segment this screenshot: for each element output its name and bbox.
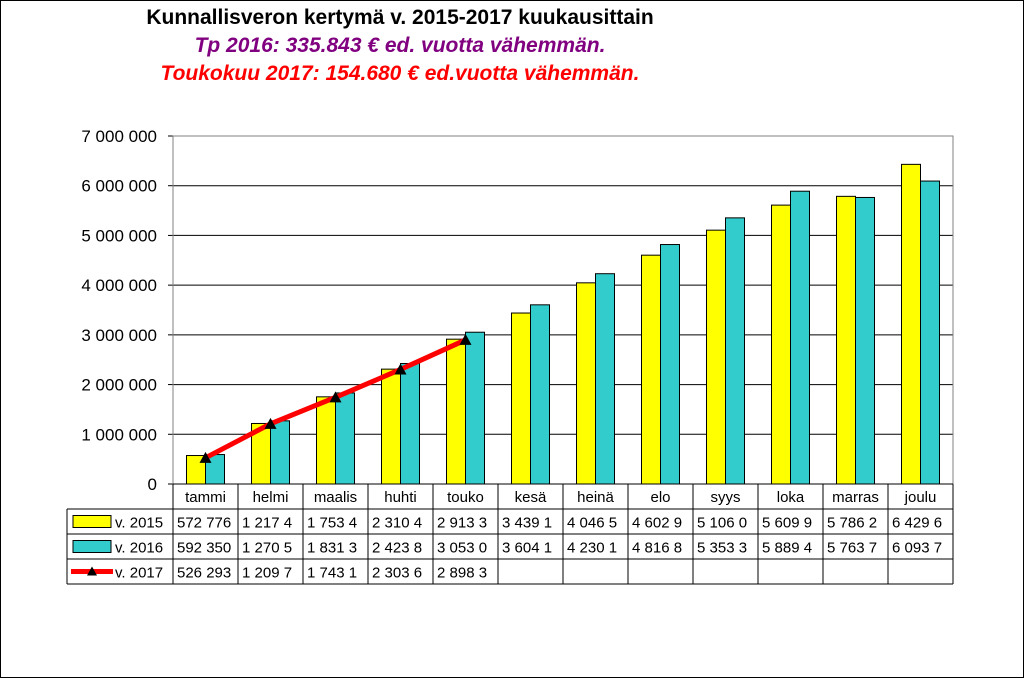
table-value-2017-touko: 2 898 3 (437, 565, 487, 582)
table-value-2016-kesä: 3 604 1 (502, 540, 552, 557)
bar-2015-marras (836, 195, 856, 485)
y-tick-label: 2 000 000 (81, 376, 157, 395)
bar-2015-syys (706, 229, 726, 485)
category-label-tammi: tammi (185, 489, 226, 506)
bar-2016-loka (790, 190, 810, 485)
bar-2016-kesä (530, 304, 550, 485)
marker-2017-touko (459, 333, 472, 345)
bar-2016-marras (855, 196, 875, 485)
category-label-syys: syys (711, 489, 741, 506)
legend-label-2016: v. 2016 (115, 540, 163, 557)
table-value-2017-tammi: 526 293 (177, 565, 231, 582)
table-value-2016-helmi: 1 270 5 (242, 540, 292, 557)
chart-subtitle-2017: Toukokuu 2017: 154.680 € ed.vuotta vähem… (160, 62, 640, 85)
table-value-2015-heinä: 4 046 5 (567, 515, 617, 532)
category-label-joulu: joulu (904, 489, 937, 506)
table-value-2016-huhti: 2 423 8 (372, 540, 422, 557)
bar-2015-maalis (316, 396, 336, 485)
table-value-2015-joulu: 6 429 6 (892, 515, 942, 532)
table-value-2016-elo: 4 816 8 (632, 540, 682, 557)
table-value-2016-syys: 5 353 3 (697, 540, 747, 557)
plot-area (173, 136, 953, 484)
bar-2015-elo (641, 254, 661, 485)
y-tick-label: 3 000 000 (81, 326, 157, 345)
category-label-elo: elo (650, 489, 670, 506)
table-value-2016-marras: 5 763 7 (827, 540, 877, 557)
y-tick-label: 0 (148, 475, 157, 494)
legend-marker-2017 (87, 566, 97, 576)
legend-key-2016 (72, 540, 112, 553)
table-value-2015-loka: 5 609 9 (762, 515, 812, 532)
category-label-touko: touko (447, 489, 484, 506)
table-value-2017-huhti: 2 303 6 (372, 565, 422, 582)
table-value-2016-tammi: 592 350 (177, 540, 231, 557)
table-value-2015-kesä: 3 439 1 (502, 515, 552, 532)
marker-2017-tammi (199, 451, 212, 463)
y-tick-label: 1 000 000 (81, 425, 157, 444)
category-label-marras: marras (832, 489, 879, 506)
bar-2016-maalis (335, 392, 355, 485)
bar-2016-helmi (270, 420, 290, 485)
bar-2016-touko (465, 331, 485, 485)
marker-2017-huhti (394, 363, 407, 375)
table-value-2015-tammi: 572 776 (177, 515, 231, 532)
bar-2016-huhti (400, 363, 420, 485)
bar-2015-loka (771, 204, 791, 485)
bar-2015-joulu (901, 163, 921, 485)
bar-2016-heinä (595, 273, 615, 485)
category-label-heinä: heinä (577, 489, 614, 506)
table-value-2016-joulu: 6 093 7 (892, 540, 942, 557)
table-value-2016-heinä: 4 230 1 (567, 540, 617, 557)
chart-subtitle-2016: Tp 2016: 335.843 € ed. vuotta vähemmän. (194, 34, 606, 57)
y-tick-label: 6 000 000 (81, 177, 157, 196)
marker-2017-helmi (264, 417, 277, 429)
bar-2016-elo (660, 244, 680, 485)
y-tick-label: 5 000 000 (81, 226, 157, 245)
marker-2017-maalis (329, 391, 342, 403)
table-value-2015-huhti: 2 310 4 (372, 515, 422, 532)
y-tick-label: 7 000 000 (81, 127, 157, 146)
category-label-loka: loka (777, 489, 805, 506)
legend-label-2017: v. 2017 (115, 565, 163, 582)
bar-2016-joulu (920, 180, 940, 485)
table-value-2016-loka: 5 889 4 (762, 540, 812, 557)
category-label-maalis: maalis (314, 489, 357, 506)
table-value-2017-helmi: 1 209 7 (242, 565, 292, 582)
legend-key-2015 (72, 515, 112, 528)
table-value-2015-touko: 2 913 3 (437, 515, 487, 532)
category-label-helmi: helmi (253, 489, 289, 506)
table-value-2016-touko: 3 053 0 (437, 540, 487, 557)
table-value-2016-maalis: 1 831 3 (307, 540, 357, 557)
table-value-2015-maalis: 1 753 4 (307, 515, 357, 532)
bar-2016-syys (725, 217, 745, 485)
category-label-huhti: huhti (384, 489, 417, 506)
bar-2015-touko (446, 338, 466, 485)
legend-label-2015: v. 2015 (115, 515, 163, 532)
table-value-2015-helmi: 1 217 4 (242, 515, 292, 532)
bar-2015-heinä (576, 282, 596, 485)
category-label-kesä: kesä (515, 489, 547, 506)
chart-title: Kunnallisveron kertymä v. 2015-2017 kuuk… (146, 6, 654, 29)
bar-2015-huhti (381, 368, 401, 485)
table-value-2015-marras: 5 786 2 (827, 515, 877, 532)
y-tick-label: 4 000 000 (81, 276, 157, 295)
bar-2015-kesä (511, 312, 531, 485)
table-value-2015-elo: 4 602 9 (632, 515, 682, 532)
table-value-2015-syys: 5 106 0 (697, 515, 747, 532)
table-value-2017-maalis: 1 743 1 (307, 565, 357, 582)
